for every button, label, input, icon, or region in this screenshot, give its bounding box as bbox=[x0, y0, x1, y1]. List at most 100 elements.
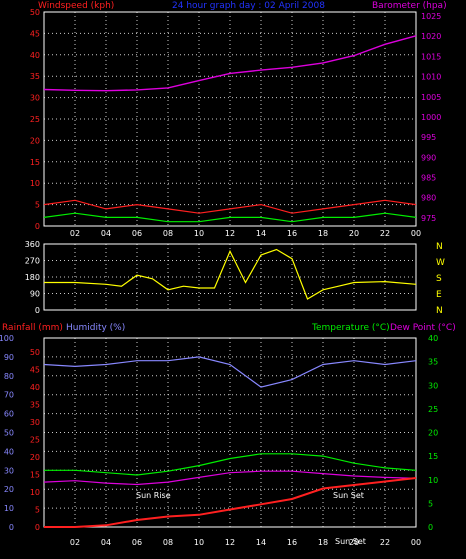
humidity-tick-label: 70 bbox=[4, 391, 14, 400]
barometer-tick-label: 1015 bbox=[421, 52, 441, 61]
windspeed-tick-label: 50 bbox=[30, 8, 40, 17]
series-line-windspeed bbox=[43, 199, 417, 214]
x-tick-label: 12 bbox=[225, 538, 235, 547]
temperature-tick-label: 25 bbox=[428, 405, 438, 414]
temperature-tick-label: 35 bbox=[428, 358, 438, 367]
series-line-direction bbox=[44, 248, 417, 300]
humidity-tick-label: 100 bbox=[0, 334, 14, 343]
rainfall-tick-label: 10 bbox=[30, 488, 40, 497]
humidity-tick-label: 60 bbox=[4, 410, 14, 419]
windspeed-tick-label: 40 bbox=[30, 51, 40, 60]
rainfall-axis-label: Rainfall (mm) bbox=[2, 323, 63, 333]
x-tick-label: 06 bbox=[132, 538, 142, 547]
temperature-tick-label: 40 bbox=[428, 334, 438, 343]
series-line-humidity bbox=[43, 356, 417, 388]
dewpoint-axis-label: Dew Point (°C) bbox=[390, 323, 456, 333]
windspeed-tick-label: 45 bbox=[30, 29, 40, 38]
x-tick-label: 04 bbox=[101, 229, 111, 238]
series-line-rainfall bbox=[44, 477, 417, 528]
windspeed-tick-label: 25 bbox=[30, 115, 40, 124]
rainfall-tick-label: 25 bbox=[30, 436, 40, 445]
rainfall-tick-label: 30 bbox=[30, 418, 40, 427]
barometer-tick-label: 1025 bbox=[421, 12, 441, 21]
humidity-tick-label: 50 bbox=[4, 429, 14, 438]
x-tick-label: 22 bbox=[380, 229, 390, 238]
rainfall-tick-label: 40 bbox=[30, 383, 40, 392]
temperature-tick-label: 15 bbox=[428, 452, 438, 461]
windspeed-axis-label: Windspeed (kph) bbox=[38, 1, 114, 11]
series-line-gust bbox=[43, 212, 417, 223]
x-tick-label: 06 bbox=[132, 229, 142, 238]
temperature-tick-label: 5 bbox=[428, 499, 433, 508]
windspeed-tick-label: 30 bbox=[30, 94, 40, 103]
barometer-tick-label: 990 bbox=[421, 153, 436, 162]
windspeed-tick-label: 5 bbox=[35, 201, 40, 210]
x-tick-label: 02 bbox=[70, 538, 80, 547]
barometer-tick-label: 995 bbox=[421, 133, 436, 142]
barometer-tick-label: 1000 bbox=[421, 113, 441, 122]
humidity-axis-label: Humidity (%) bbox=[66, 323, 125, 333]
x-tick-label: 14 bbox=[256, 229, 266, 238]
sunset-time-label: Sun Set bbox=[335, 537, 366, 546]
x-tick-label: 00 bbox=[411, 229, 421, 238]
x-tick-label: 04 bbox=[101, 538, 111, 547]
direction-label-e: E bbox=[436, 290, 442, 300]
x-tick-label: 14 bbox=[256, 538, 266, 547]
direction-label-n: N bbox=[436, 242, 443, 252]
x-tick-label: 12 bbox=[225, 229, 235, 238]
x-tick-label: 18 bbox=[318, 229, 328, 238]
x-tick-label: 08 bbox=[163, 538, 173, 547]
rainfall-tick-label: 20 bbox=[30, 453, 40, 462]
chart-marks: 0510152025303540455097598098599099510001… bbox=[0, 8, 441, 547]
rainfall-tick-label: 0 bbox=[35, 523, 40, 532]
humidity-tick-label: 30 bbox=[4, 466, 14, 475]
series-line-temperature bbox=[44, 453, 417, 476]
windspeed-tick-label: 0 bbox=[35, 222, 40, 231]
humidity-tick-label: 10 bbox=[4, 504, 14, 513]
direction-tick-label: 270 bbox=[25, 257, 40, 266]
rainfall-tick-label: 35 bbox=[30, 401, 40, 410]
direction-label-s: S bbox=[436, 274, 442, 284]
x-tick-label: 10 bbox=[194, 538, 204, 547]
sunset-label: Sun Set bbox=[333, 491, 364, 500]
rainfall-tick-label: 5 bbox=[35, 506, 40, 515]
temperature-tick-label: 20 bbox=[428, 429, 438, 438]
barometer-axis-label: Barometer (hpa) bbox=[372, 1, 447, 11]
x-tick-label: 16 bbox=[287, 538, 297, 547]
direction-tick-label: 90 bbox=[30, 290, 40, 299]
x-tick-label: 08 bbox=[163, 229, 173, 238]
series-line-dewpoint bbox=[43, 470, 417, 486]
rainfall-tick-label: 15 bbox=[30, 471, 40, 480]
humidity-tick-label: 0 bbox=[9, 523, 14, 532]
x-tick-label: 10 bbox=[194, 229, 204, 238]
barometer-tick-label: 1010 bbox=[421, 73, 441, 82]
windspeed-tick-label: 35 bbox=[30, 72, 40, 81]
barometer-tick-label: 975 bbox=[421, 214, 436, 223]
temperature-tick-label: 10 bbox=[428, 476, 438, 485]
direction-label-w: W bbox=[436, 258, 445, 268]
x-tick-label: 16 bbox=[287, 229, 297, 238]
x-tick-label: 00 bbox=[411, 538, 421, 547]
barometer-tick-label: 1005 bbox=[421, 93, 441, 102]
x-tick-label: 20 bbox=[349, 229, 359, 238]
humidity-tick-label: 80 bbox=[4, 372, 14, 381]
series-line-barometer bbox=[43, 35, 417, 92]
windspeed-tick-label: 10 bbox=[30, 179, 40, 188]
x-tick-label: 20 bbox=[349, 538, 359, 547]
humidity-tick-label: 40 bbox=[4, 447, 14, 456]
windspeed-tick-label: 20 bbox=[30, 136, 40, 145]
x-tick-label: 22 bbox=[380, 538, 390, 547]
rainfall-tick-label: 45 bbox=[30, 366, 40, 375]
direction-label-n-bottom: N bbox=[436, 306, 443, 316]
temperature-tick-label: 30 bbox=[428, 381, 438, 390]
humidity-tick-label: 90 bbox=[4, 353, 14, 362]
direction-tick-label: 0 bbox=[35, 306, 40, 315]
direction-tick-label: 360 bbox=[25, 240, 40, 249]
barometer-tick-label: 1020 bbox=[421, 32, 441, 41]
x-tick-label: 18 bbox=[318, 538, 328, 547]
temperature-axis-label: Temperature (°C) bbox=[311, 323, 390, 333]
barometer-tick-label: 985 bbox=[421, 174, 436, 183]
humidity-tick-label: 20 bbox=[4, 485, 14, 494]
